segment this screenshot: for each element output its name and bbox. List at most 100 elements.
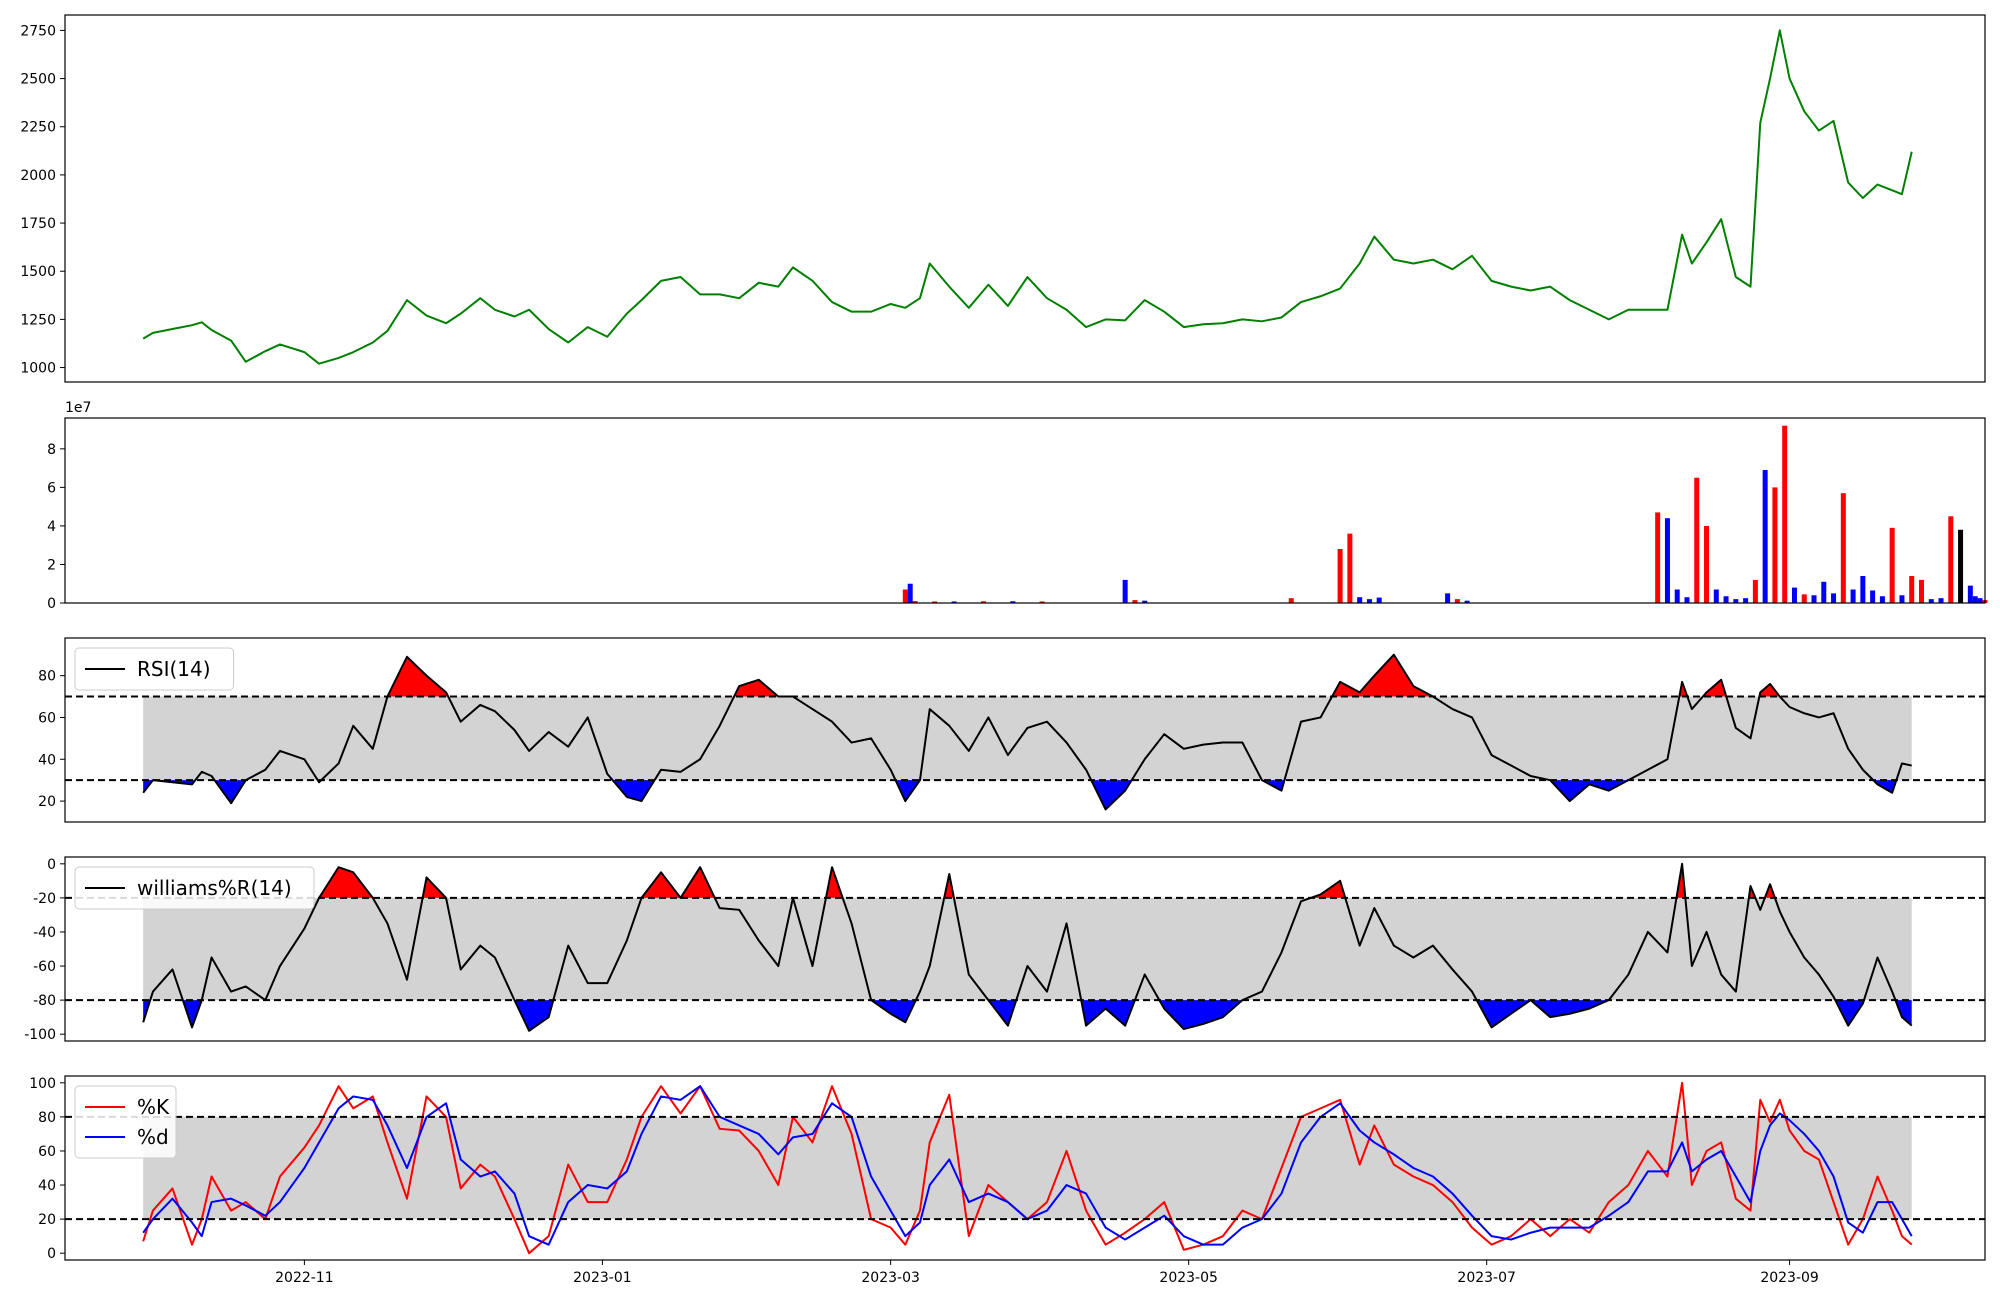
overbought-fill: [1759, 684, 1780, 697]
volume-bar: [1840, 493, 1846, 603]
oversold-fill: [1091, 780, 1132, 810]
overbought-fill: [944, 874, 954, 898]
y-tick-label: -20: [33, 891, 56, 907]
oversold-fill: [1159, 1000, 1243, 1030]
x-tick-label: 2023-09: [1760, 1270, 1819, 1286]
y-tick-label: -40: [33, 925, 56, 941]
volume-bar: [1337, 549, 1343, 603]
volume-bar: [1713, 589, 1719, 603]
volume-bar: [1879, 596, 1885, 603]
y-tick-label: 60: [38, 710, 56, 726]
y-tick-label: 80: [38, 669, 56, 685]
oversold-fill: [1835, 1000, 1864, 1026]
volume-bar: [1772, 487, 1778, 603]
volume-bar: [1684, 597, 1690, 603]
volume-bar: [980, 601, 986, 603]
y-tick-label: 40: [38, 1178, 56, 1194]
volume-bar: [1811, 595, 1817, 603]
legend-box: [74, 647, 234, 691]
price-panel: 1000 1250 1500 1750 2000 2250 2500 2750: [20, 14, 1986, 383]
volume-bar: [1347, 533, 1353, 603]
volume-bar: [1694, 477, 1700, 603]
volume-bar: [912, 601, 918, 603]
overbought-fill: [1764, 884, 1775, 898]
oversold-fill: [1873, 780, 1897, 793]
plot-frame: [64, 417, 1986, 604]
volume-bar: [1674, 589, 1680, 603]
neutral-band: [143, 897, 1912, 1001]
y-tick-label: 40: [38, 752, 56, 768]
y-tick-label: 20: [38, 794, 56, 810]
y-tick-label: 20: [38, 1212, 56, 1228]
volume-scale-offset: 1e7: [65, 400, 91, 416]
y-tick-label: 1250: [20, 312, 56, 328]
volume-bar: [1850, 589, 1856, 603]
volume-bar: [1967, 585, 1973, 603]
volume-bar: [1909, 576, 1915, 603]
plot-frame: [64, 14, 1986, 383]
price-line: [142, 29, 1913, 365]
y-tick-label: 2: [47, 557, 56, 573]
plot-frame: [64, 637, 1986, 823]
volume-bar: [1464, 600, 1470, 603]
volume-bar: [1782, 425, 1788, 603]
oversold-fill: [895, 780, 920, 802]
volume-bar: [1977, 598, 1983, 603]
neutral-band: [143, 696, 1912, 781]
volume-bar: [1376, 597, 1382, 603]
volume-bar: [907, 583, 913, 603]
volume-bar: [1762, 470, 1768, 603]
y-tick-label: 100: [29, 1076, 56, 1092]
volume-bar: [1142, 600, 1148, 603]
volume-bar: [1831, 593, 1837, 603]
percent-d-line: [142, 1085, 1913, 1246]
volume-bar: [1958, 529, 1964, 603]
date-axis: 2022-11 2023-01 2023-03 2023-05 2023-07 2023-…: [275, 1260, 1819, 1286]
williams-r-line: [142, 862, 1913, 1032]
volume-bar: [1039, 601, 1045, 603]
y-tick-label: -60: [33, 959, 56, 975]
oversold-fill: [1550, 780, 1629, 802]
overbought-fill: [1702, 679, 1727, 697]
oversold-fill: [1081, 1000, 1135, 1026]
volume-bar: [1870, 590, 1876, 603]
y-tick-label: 60: [38, 1144, 56, 1160]
volume-bar: [1704, 525, 1710, 603]
x-tick-label: 2023-03: [861, 1270, 920, 1286]
volume-bar: [1928, 599, 1934, 603]
volume-bar: [1801, 594, 1807, 603]
legend-label: RSI(14): [137, 657, 211, 681]
legend-box: [74, 866, 315, 910]
volume-bar: [1733, 599, 1739, 603]
y-tick-label: 2000: [20, 168, 56, 184]
plot-frame: [64, 856, 1986, 1042]
williams-r-panel: -100 -80 -60 -40 -20 0 williams%R(14): [24, 856, 1986, 1043]
oversold-fill: [871, 1000, 916, 1023]
percent-k-line: [142, 1081, 1913, 1255]
x-tick-label: 2023-01: [573, 1270, 632, 1286]
legend-box: [74, 1085, 177, 1159]
volume-bar: [1743, 598, 1749, 603]
y-tick-label: 2250: [20, 120, 56, 136]
oversold-fill: [1895, 1000, 1912, 1026]
oversold-fill: [182, 1000, 202, 1028]
volume-bar: [1948, 516, 1954, 603]
volume-bar: [902, 589, 908, 603]
stochastic-panel: 0 20 40 60 80 100 %K %d: [29, 1075, 1986, 1262]
volume-bar: [1821, 581, 1827, 603]
legend-label: williams%R(14): [137, 876, 292, 900]
volume-bar: [1655, 512, 1661, 603]
volume-bar: [1122, 579, 1128, 603]
overbought-fill: [1332, 654, 1433, 697]
oversold-fill: [514, 1000, 554, 1031]
y-tick-label: -80: [33, 993, 56, 1009]
y-tick-label: 1500: [20, 264, 56, 280]
volume-bar: [1918, 579, 1924, 603]
x-tick-label: 2023-07: [1457, 1270, 1516, 1286]
volume-bar: [1972, 596, 1978, 603]
y-tick-label: 4: [47, 519, 56, 535]
volume-bar: [1938, 598, 1944, 603]
y-tick-label: 1750: [20, 216, 56, 232]
volume-bar: [1288, 598, 1294, 603]
